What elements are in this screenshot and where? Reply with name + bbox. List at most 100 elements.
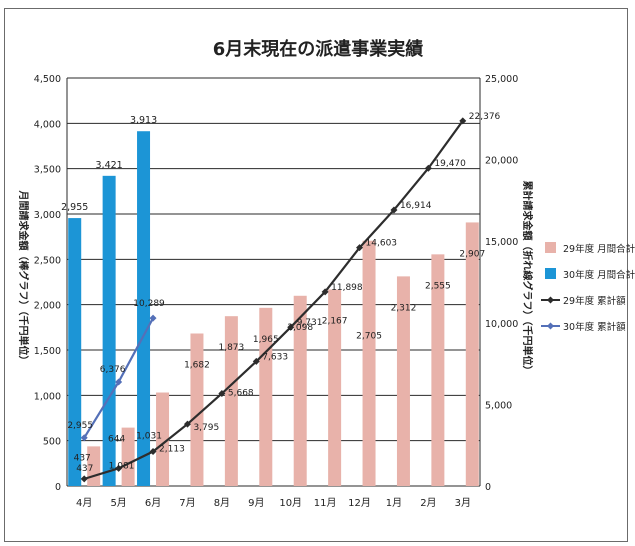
y-left-tick-label: 2,000 [34, 301, 61, 312]
bar-value-label: 1,965 [253, 335, 279, 345]
line-marker [149, 314, 157, 322]
line-value-label: 11,898 [331, 283, 363, 293]
bar [102, 175, 116, 486]
y-axis-right-label: 累計請求金額（折れ線グラフ）（千円単位） [521, 181, 534, 376]
bar [293, 295, 307, 486]
bar-value-label: 3,421 [96, 160, 123, 171]
bar [137, 131, 151, 487]
y-left-tick-label: 500 [43, 437, 61, 448]
axes: 0 500 1,000 1,500 2,000 2,500 3,000 3,500 4,000 4… [34, 74, 518, 509]
line-value-label: 9,731 [297, 318, 323, 328]
line-marker [459, 117, 467, 125]
line-marker [115, 464, 123, 472]
line-marker [424, 164, 432, 172]
y-right-tick-label: 20,000 [485, 156, 518, 167]
gridlines [67, 77, 480, 487]
line-value-label: 16,914 [400, 201, 432, 211]
bar-value-label: 2,312 [391, 303, 417, 313]
legend-swatch [545, 268, 556, 279]
line-value-label: 5,668 [228, 388, 254, 398]
y-left-tick-label: 3,500 [34, 165, 61, 176]
line-marker [80, 434, 88, 442]
x-tick-label: 2月 [420, 497, 436, 509]
y-left-tick-label: 3,000 [34, 210, 61, 221]
bar-value-label: 2,955 [61, 202, 88, 213]
line-marker [321, 288, 329, 296]
y-axis-left-label: 月間請求金額（棒グラフ）（千円単位） [17, 190, 30, 366]
y-right-tick-label: 5,000 [485, 400, 512, 411]
y-left-tick-label: 0 [55, 482, 61, 493]
x-tick-label: 7月 [179, 497, 195, 509]
bar-value-label: 2,098 [287, 323, 313, 333]
x-tick-label: 9月 [248, 497, 264, 509]
line-value-label: 19,470 [434, 159, 466, 169]
bar-value-label: 437 [74, 453, 91, 463]
x-tick-label: 3月 [455, 497, 471, 509]
bar-value-label: 2,705 [356, 332, 382, 342]
line-marker [390, 206, 398, 214]
y-right-tick-label: 10,000 [485, 319, 518, 330]
legend-label: 29年度 月間合計 [563, 243, 635, 255]
line-marker [218, 389, 226, 397]
line-value-label: 3,795 [193, 423, 219, 433]
series-line [83, 120, 464, 480]
bar-series [68, 131, 479, 487]
line-value-label: 14,603 [366, 239, 398, 249]
data-labels: 437 644 1,031 1,682 1,873 1,965 2,098 2,167 2,70… [61, 112, 500, 474]
x-tick-label: 12月 [348, 497, 371, 509]
bar [68, 218, 82, 486]
bar [156, 392, 170, 486]
bar [224, 316, 238, 486]
legend-label: 30年度 月間合計 [563, 269, 635, 281]
bar [465, 222, 479, 486]
bar-value-label: 644 [108, 435, 125, 445]
legend: 29年度 月間合計 30年度 月間合計 29年度 累計額 30年度 累計額 [541, 242, 635, 333]
bar [190, 333, 204, 486]
line-marker [287, 323, 295, 331]
line-value-label: 1,081 [109, 461, 135, 471]
bar-value-label: 2,907 [459, 249, 485, 259]
line-marker [252, 357, 260, 365]
line-value-label: 2,113 [159, 445, 185, 455]
x-tick-label: 8月 [214, 497, 230, 509]
x-tick-label: 10月 [279, 497, 302, 509]
x-tick-label: 5月 [110, 497, 126, 509]
y-right-tick-label: 25,000 [485, 74, 518, 85]
line-marker [149, 448, 157, 456]
y-left-tick-label: 4,000 [34, 119, 61, 130]
bar [121, 427, 135, 486]
legend-marker [547, 296, 554, 304]
legend-label: 29年度 累計額 [563, 295, 626, 307]
y-left-tick-label: 4,500 [34, 74, 61, 85]
bar-value-label: 1,873 [218, 343, 244, 353]
line-value-label: 10,289 [133, 299, 165, 309]
line-value-label: 22,376 [469, 112, 501, 122]
y-left-tick-label: 1,000 [34, 391, 61, 402]
legend-marker [547, 322, 554, 330]
legend-swatch [545, 242, 556, 253]
line-marker [183, 420, 191, 428]
bar [259, 307, 273, 486]
bar [431, 254, 445, 486]
legend-label: 30年度 累計額 [563, 321, 626, 333]
line-value-label: 2,955 [67, 421, 93, 431]
y-right-tick-label: 15,000 [485, 237, 518, 248]
bar-value-label: 3,913 [130, 115, 157, 126]
bar-value-label: 2,555 [425, 281, 451, 291]
bar [362, 240, 376, 486]
bar-value-label: 1,031 [136, 432, 162, 442]
line-value-label: 7,633 [262, 352, 288, 362]
line-marker [80, 475, 88, 483]
y-left-tick-label: 1,500 [34, 346, 61, 357]
line-series [80, 117, 467, 483]
x-tick-label: 1月 [386, 497, 402, 509]
line-marker [115, 378, 123, 386]
y-right-tick-label: 0 [485, 482, 491, 493]
line-value-label: 437 [76, 464, 93, 474]
line-value-label: 6,376 [100, 365, 126, 375]
y-left-tick-label: 2,500 [34, 255, 61, 266]
chart-title: 6月末現在の派遣事業実績 [213, 38, 424, 60]
x-tick-label: 4月 [76, 497, 92, 509]
x-tick-label: 6月 [145, 497, 161, 509]
